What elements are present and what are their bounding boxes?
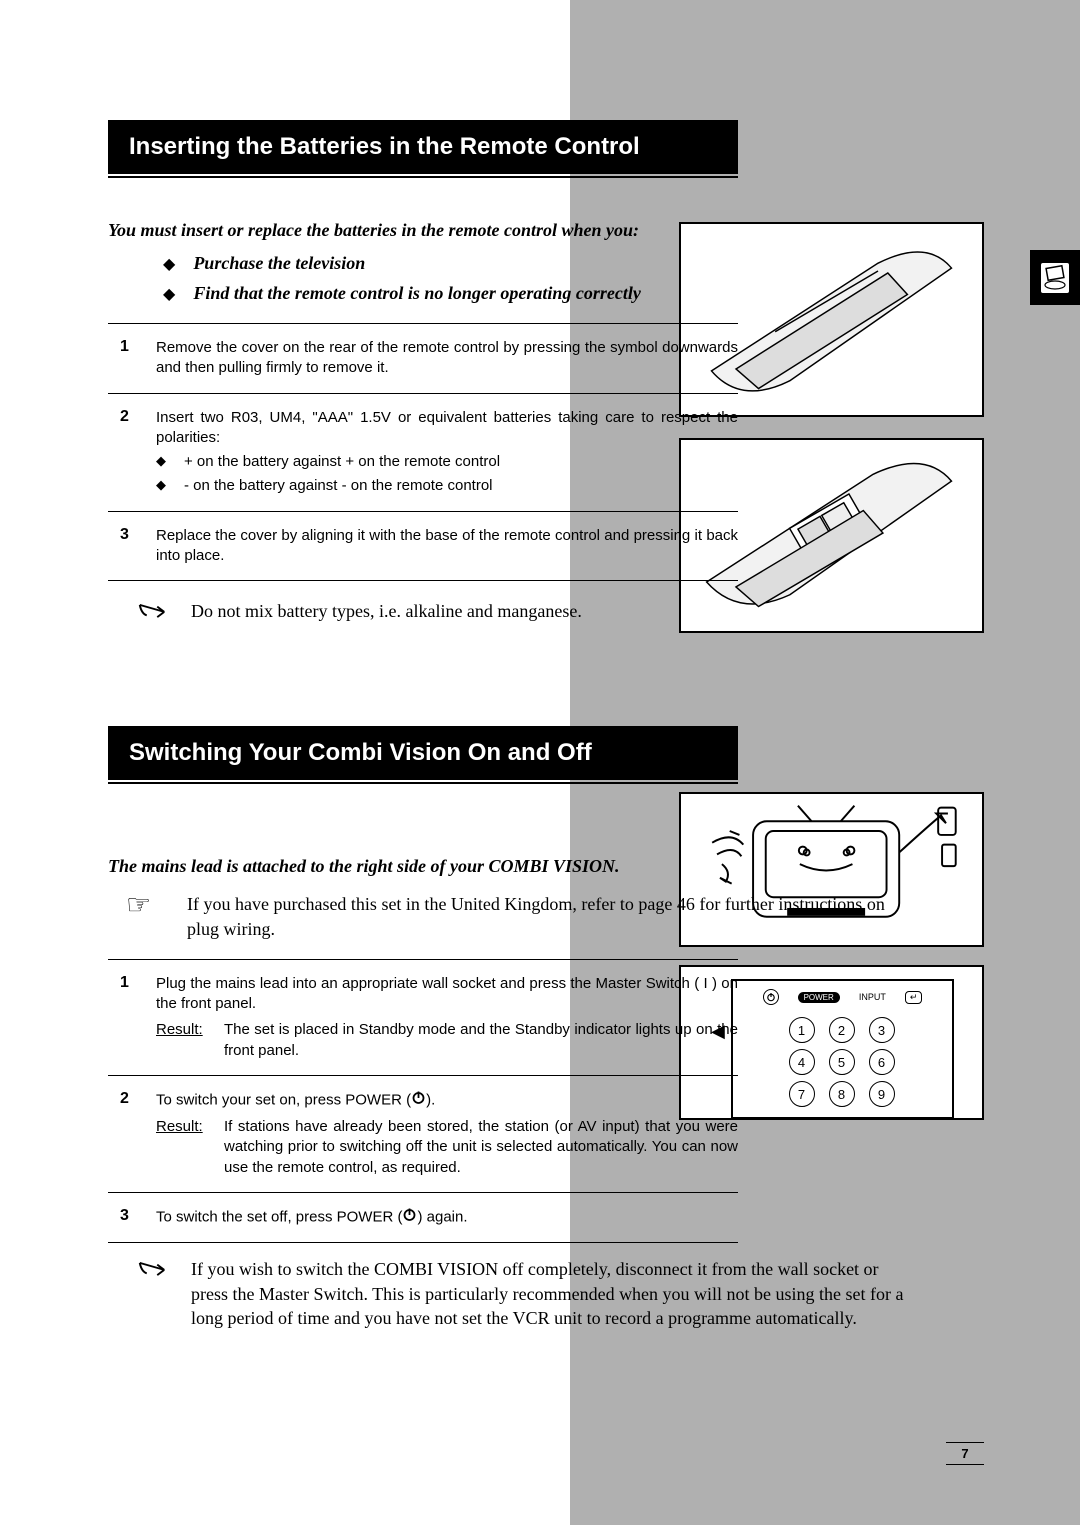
step-text: To switch the set off, press POWER ( ) ag…	[156, 1207, 738, 1228]
result-label: Result:	[156, 1020, 224, 1061]
diamond-icon: ◆	[163, 284, 175, 304]
step-number: 3	[108, 526, 156, 544]
result-row: Result: If stations have already been st…	[156, 1117, 738, 1178]
arrow-note-icon	[138, 601, 173, 626]
diamond-icon: ◆	[156, 476, 184, 496]
bullet-item: ◆ Find that the remote control is no lon…	[163, 282, 693, 305]
step-row: 2 To switch your set on, press POWER ().…	[108, 1086, 738, 1182]
sub-bullet: ◆ - on the battery against - on the remo…	[156, 476, 738, 496]
step-text: Insert two R03, UM4, "AAA" 1.5V or equiv…	[156, 408, 738, 449]
section1-title: Inserting the Batteries in the Remote Co…	[109, 121, 737, 173]
divider	[108, 1242, 738, 1243]
step-row: 1 Remove the cover on the rear of the re…	[108, 334, 738, 383]
step-text-pre: To switch your set on, press POWER (	[156, 1092, 411, 1109]
divider	[108, 393, 738, 394]
section2: Switching Your Combi Vision On and Off T…	[108, 726, 908, 1330]
page: ◀ POWER INPUT ↵ 1 2 3 4 5 6 7 8 9	[0, 0, 1080, 1525]
step-body: Plug the mains lead into an appropriate …	[156, 974, 738, 1061]
hand-note-row: ☞ If you have purchased this set in the …	[126, 892, 908, 941]
result-label: Result:	[156, 1117, 224, 1178]
section2-note: If you wish to switch the COMBI VISION o…	[138, 1257, 908, 1330]
section2-intro: The mains lead is attached to the right …	[108, 854, 728, 878]
step-row: 3 To switch the set off, press POWER ( ) …	[108, 1203, 738, 1232]
step-row: 2 Insert two R03, UM4, "AAA" 1.5V or equ…	[108, 404, 738, 501]
title-underline	[108, 176, 738, 178]
main-content: Inserting the Batteries in the Remote Co…	[108, 120, 908, 1330]
page-number-box: 7	[946, 1442, 984, 1465]
step-number: 2	[108, 408, 156, 426]
step-number: 1	[108, 338, 156, 356]
divider	[108, 1075, 738, 1076]
section2-title-box: Switching Your Combi Vision On and Off	[108, 726, 738, 780]
divider	[108, 580, 738, 581]
result-text: If stations have already been stored, th…	[224, 1117, 738, 1178]
page-tab-icon	[1030, 250, 1080, 305]
section1-intro: You must insert or replace the batteries…	[108, 218, 708, 242]
note-text: If you wish to switch the COMBI VISION o…	[191, 1257, 908, 1330]
section1-steps: 1 Remove the cover on the rear of the re…	[108, 323, 738, 581]
divider	[108, 959, 738, 960]
diamond-icon: ◆	[163, 254, 175, 274]
step-text: To switch your set on, press POWER ().	[156, 1090, 738, 1111]
result-text: The set is placed in Standby mode and th…	[224, 1020, 738, 1061]
bullet-text: Find that the remote control is no longe…	[193, 282, 641, 305]
step-text-post: ) again.	[417, 1209, 467, 1226]
step-number: 1	[108, 974, 156, 992]
section1-title-box: Inserting the Batteries in the Remote Co…	[108, 120, 738, 174]
step-body: Insert two R03, UM4, "AAA" 1.5V or equiv…	[156, 408, 738, 497]
step-text: Remove the cover on the rear of the remo…	[156, 338, 738, 379]
step-text: Plug the mains lead into an appropriate …	[156, 974, 738, 1015]
pointing-hand-icon: ☞	[126, 892, 171, 920]
divider	[108, 1192, 738, 1193]
sub-bullet-text: + on the battery against + on the remote…	[184, 452, 500, 472]
diamond-icon: ◆	[156, 452, 184, 472]
power-icon	[411, 1090, 426, 1111]
bullet-text: Purchase the television	[193, 252, 365, 275]
hand-note-text: If you have purchased this set in the Un…	[187, 892, 908, 941]
result-row: Result: The set is placed in Standby mod…	[156, 1020, 738, 1061]
step-number: 2	[108, 1090, 156, 1108]
divider	[108, 511, 738, 512]
section1-bullets: ◆ Purchase the television ◆ Find that th…	[163, 252, 693, 305]
step-text-post: ).	[426, 1092, 435, 1109]
title-underline	[108, 782, 738, 784]
arrow-note-icon	[138, 1259, 173, 1284]
page-number: 7	[946, 1443, 984, 1464]
bullet-item: ◆ Purchase the television	[163, 252, 693, 275]
note-text: Do not mix battery types, i.e. alkaline …	[191, 599, 908, 623]
step-number: 3	[108, 1207, 156, 1225]
sub-bullet-text: - on the battery against - on the remote…	[184, 476, 493, 496]
divider	[108, 323, 738, 324]
power-icon	[402, 1207, 417, 1228]
step-row: 3 Replace the cover by aligning it with …	[108, 522, 738, 571]
step-text-pre: To switch the set off, press POWER (	[156, 1209, 402, 1226]
step-row: 1 Plug the mains lead into an appropriat…	[108, 970, 738, 1065]
step-body: To switch your set on, press POWER (). R…	[156, 1090, 738, 1178]
section2-title: Switching Your Combi Vision On and Off	[109, 727, 737, 779]
sub-bullet: ◆ + on the battery against + on the remo…	[156, 452, 738, 472]
section1-note: Do not mix battery types, i.e. alkaline …	[138, 599, 908, 626]
section2-steps: 1 Plug the mains lead into an appropriat…	[108, 959, 738, 1243]
step-text: Replace the cover by aligning it with th…	[156, 526, 738, 567]
